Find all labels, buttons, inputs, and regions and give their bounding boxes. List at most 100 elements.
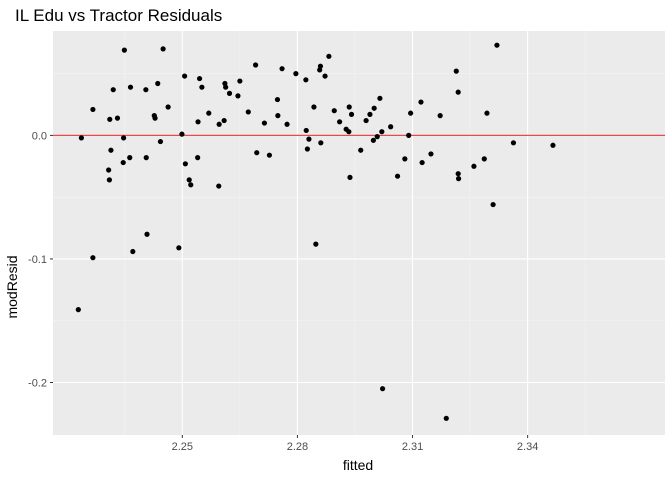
data-point: [374, 134, 380, 140]
data-point: [157, 138, 164, 145]
data-point: [484, 110, 490, 116]
data-point: [322, 73, 328, 79]
data-point: [90, 255, 96, 261]
data-point: [379, 129, 385, 135]
data-point: [348, 111, 355, 117]
data-point: [363, 117, 369, 124]
data-point: [455, 89, 461, 95]
data-point: [275, 113, 281, 119]
data-point: [144, 231, 150, 237]
y-tick-label: -0.2: [28, 377, 47, 389]
data-point: [179, 131, 185, 137]
data-point: [261, 120, 268, 126]
data-point: [182, 73, 188, 79]
data-point: [388, 124, 394, 130]
data-point: [418, 99, 424, 105]
data-point: [182, 161, 188, 167]
data-point: [331, 108, 337, 114]
data-point: [311, 104, 317, 110]
data-point: [306, 136, 312, 142]
plot-panel: [53, 31, 665, 435]
data-point: [490, 201, 496, 208]
data-point: [186, 177, 192, 183]
x-axis-title: fitted: [343, 457, 373, 473]
data-point: [453, 68, 459, 74]
data-point: [121, 135, 127, 141]
data-point: [143, 87, 149, 93]
y-axis: -0.2 -0.1 0.0: [28, 130, 53, 389]
x-tick-label: 2.28: [287, 441, 308, 453]
data-point: [216, 121, 222, 127]
data-point: [121, 47, 127, 53]
data-point: [78, 135, 84, 141]
data-point: [107, 116, 113, 122]
data-point: [304, 146, 310, 152]
data-point: [90, 106, 96, 113]
x-tick-label: 2.25: [172, 441, 193, 453]
data-point: [346, 104, 352, 110]
data-point: [303, 127, 309, 134]
data-point: [437, 113, 443, 119]
data-point: [237, 78, 243, 84]
data-point: [195, 119, 201, 125]
data-point: [337, 119, 343, 125]
data-point: [371, 105, 377, 111]
data-point: [195, 155, 201, 161]
x-tick-label: 2.34: [517, 441, 538, 453]
data-point: [176, 245, 182, 251]
data-point: [130, 248, 136, 255]
data-point: [428, 151, 434, 157]
data-point: [143, 155, 149, 161]
data-point: [216, 183, 222, 189]
data-point: [120, 159, 126, 166]
data-point: [346, 129, 352, 135]
data-point: [75, 307, 81, 313]
data-point: [108, 147, 114, 153]
data-point: [155, 80, 161, 87]
data-point: [106, 177, 112, 183]
data-point: [114, 115, 121, 121]
data-point: [419, 159, 425, 166]
data-point: [494, 42, 500, 48]
data-point: [206, 110, 212, 116]
data-point: [235, 93, 241, 99]
data-point: [110, 87, 116, 93]
data-point: [266, 152, 273, 158]
data-point: [160, 46, 166, 52]
x-tick-label: 2.31: [402, 441, 423, 453]
data-point: [481, 156, 487, 162]
data-point: [510, 140, 517, 146]
data-point: [152, 115, 158, 121]
data-point: [455, 176, 462, 182]
data-point: [358, 147, 364, 153]
data-point: [303, 77, 309, 83]
data-point: [252, 62, 259, 68]
y-axis-title: modResid: [4, 255, 20, 318]
data-points: [75, 42, 556, 421]
data-point: [313, 241, 319, 247]
data-point: [279, 66, 285, 72]
data-point: [196, 75, 203, 82]
data-point: [471, 163, 477, 169]
data-point: [127, 155, 133, 161]
chart-title: IL Edu vs Tractor Residuals: [15, 6, 222, 25]
x-axis: 2.25 2.28 2.31 2.34: [172, 435, 538, 453]
data-point: [127, 84, 134, 90]
data-point: [367, 111, 373, 117]
data-point: [199, 84, 205, 90]
data-point: [223, 84, 229, 90]
data-point: [406, 132, 412, 138]
data-point: [380, 386, 386, 392]
data-point: [550, 142, 556, 148]
data-point: [106, 167, 112, 173]
data-point: [284, 121, 290, 127]
data-point: [443, 415, 449, 421]
data-point: [317, 63, 324, 69]
data-point: [326, 53, 332, 59]
data-point: [293, 71, 299, 77]
y-tick-label: -0.1: [28, 254, 47, 266]
data-point: [254, 150, 260, 156]
data-point: [402, 156, 408, 162]
data-point: [221, 117, 227, 124]
